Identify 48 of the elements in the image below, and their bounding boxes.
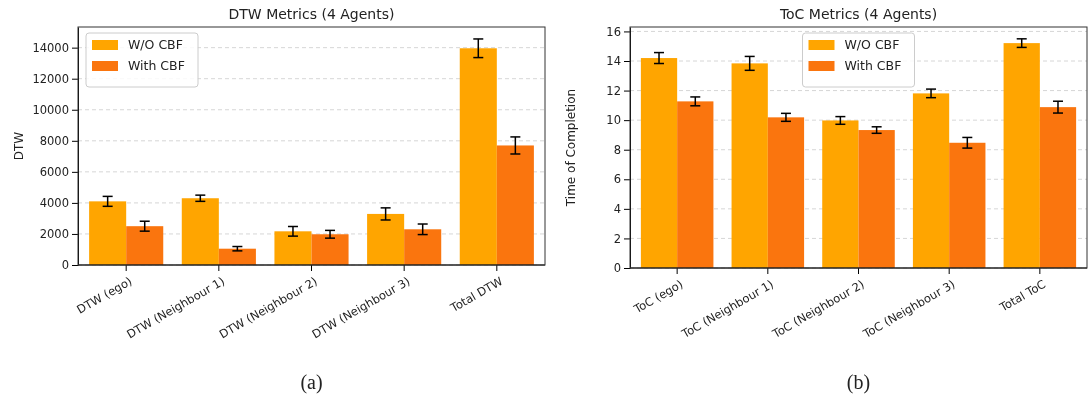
bar	[640, 58, 678, 268]
y-tick-label: 4	[613, 202, 621, 217]
bar	[311, 234, 349, 265]
y-tick-label: 12	[606, 83, 621, 98]
bar	[949, 142, 986, 268]
y-tick-label: 2000	[39, 227, 69, 242]
bar	[367, 213, 405, 265]
bar	[274, 231, 312, 265]
x-tick-label: Total ToC	[996, 276, 1049, 315]
y-tick-label: 4000	[39, 196, 69, 211]
bar	[731, 63, 768, 268]
bar	[1039, 107, 1077, 268]
y-tick-label: 6	[613, 172, 621, 187]
y-tick-label: 14000	[32, 40, 69, 55]
legend-label: W/O CBF	[844, 37, 900, 52]
y-tick-label: 14	[606, 54, 621, 69]
bar	[181, 198, 219, 265]
bar	[459, 48, 497, 265]
text: (a)	[300, 371, 323, 394]
y-tick-label: 16	[606, 24, 621, 39]
legend-label: With CBF	[844, 58, 902, 73]
bar	[912, 93, 950, 268]
chart-title: ToC Metrics (4 Agents)	[778, 6, 938, 22]
y-axis-title: Time of Completion	[564, 88, 578, 208]
y-tick-label: 10	[606, 113, 621, 128]
y-tick-label: 0	[613, 261, 621, 276]
bar	[677, 101, 714, 268]
bar	[218, 248, 256, 265]
y-tick-label: 10000	[32, 102, 69, 117]
y-tick-label: 0	[61, 258, 69, 273]
bar	[126, 226, 164, 265]
bar	[89, 201, 127, 265]
bar	[822, 120, 859, 268]
legend-label: With CBF	[128, 58, 185, 73]
y-tick-label: 8000	[39, 133, 69, 148]
y-tick-label: 12000	[32, 71, 69, 86]
bar	[496, 145, 534, 265]
bar	[1003, 43, 1040, 268]
chart-title: DTW Metrics (4 Agents)	[228, 6, 395, 22]
y-axis-title: DTW	[12, 131, 26, 161]
bar	[404, 229, 442, 265]
y-tick-label: 6000	[39, 165, 69, 180]
text: (b)	[846, 371, 871, 394]
y-tick-label: 8	[613, 142, 621, 157]
bar	[767, 117, 805, 268]
legend-label: W/O CBF	[128, 37, 183, 52]
y-tick-label: 2	[613, 231, 621, 246]
bar	[858, 130, 895, 268]
